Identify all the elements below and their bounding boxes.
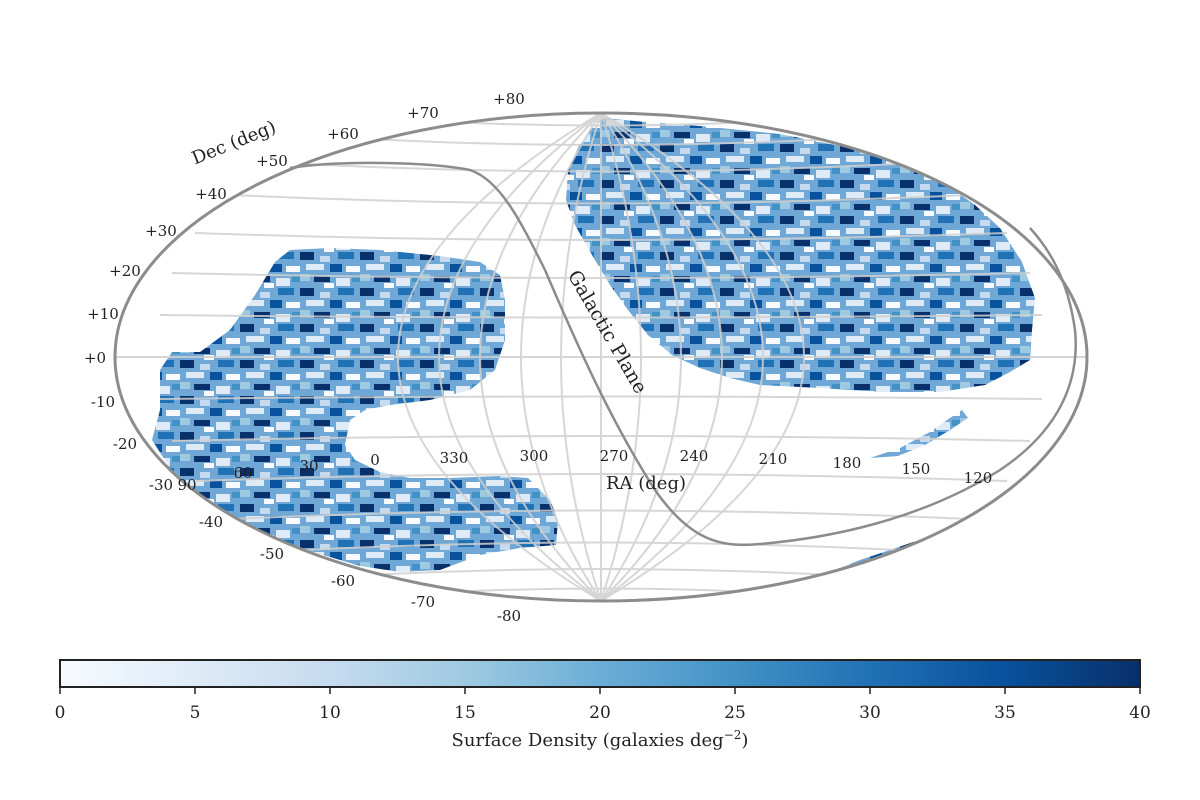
map-boundary: [113, 111, 1089, 603]
dec-tick-label: -50: [260, 545, 284, 563]
meridian-line: [479, 113, 602, 601]
ra-tick-label: 60: [233, 464, 252, 482]
colorbar-title: Surface Density (galaxies deg−2): [452, 728, 749, 751]
meridian-line: [560, 113, 602, 601]
dec-tick-label: +80: [493, 90, 525, 108]
meridian-line: [600, 113, 642, 601]
ra-tick-label: 270: [600, 447, 629, 465]
sgc-footprint: [152, 248, 558, 572]
dust-strip-1: [870, 410, 968, 458]
ra-tick-label: 0: [370, 451, 380, 469]
meridian-line: [438, 113, 602, 601]
colorbar-tick-label: 25: [724, 703, 746, 723]
colorbar-tick-label: 40: [1129, 703, 1151, 723]
meridian-line: [600, 113, 682, 601]
dec-tick-label: +0: [84, 349, 106, 367]
colorbar-gradient: [59, 659, 1141, 688]
dec-tick-label: -20: [113, 435, 137, 453]
meridian-line: [520, 113, 602, 601]
ra-tick-label: 240: [680, 447, 709, 465]
dec-tick-label: -40: [199, 513, 223, 531]
meridian-line: [600, 113, 723, 601]
ra-tick-label: 90: [177, 476, 196, 494]
graticule: [115, 113, 1087, 601]
meridian-line: [600, 113, 805, 601]
ra-tick-labels: 90 60 30 0 330 300 270 240 210 180 150 1…: [177, 447, 992, 494]
dec-tick-label: -10: [91, 393, 115, 411]
ra-tick-label: 180: [833, 454, 862, 472]
colorbar-tick-label: 15: [454, 703, 476, 723]
dec-tick-label: +30: [145, 222, 177, 240]
ra-tick-label: 300: [520, 447, 549, 465]
ra-tick-label: 330: [440, 449, 469, 467]
colorbar-tick-label: 0: [55, 703, 66, 723]
dec-tick-label: -80: [497, 607, 521, 625]
ra-tick-label: 210: [759, 450, 788, 468]
dec-tick-label: +10: [87, 305, 119, 323]
colorbar-tick-label: 10: [319, 703, 341, 723]
ra-axis-title: RA (deg): [606, 473, 686, 494]
dec-tick-label: -60: [331, 572, 355, 590]
colorbar-tick-label: 35: [994, 703, 1016, 723]
ngc-footprint: [566, 118, 1035, 392]
meridian-line: [600, 113, 764, 601]
colorbar-tick-label: 20: [589, 703, 611, 723]
dec-tick-label: +40: [195, 185, 227, 203]
dec-tick-label: +50: [256, 152, 288, 170]
colorbar: 0 5 10 15 20 25 30 35 40 Surface Density…: [55, 659, 1151, 751]
dec-tick-label: -30: [149, 476, 173, 494]
ra-tick-label: 150: [902, 460, 931, 478]
colorbar-tick-label: 30: [859, 703, 881, 723]
colorbar-ticks: [59, 687, 1141, 694]
galactic-plane-curve: [289, 161, 1077, 547]
colorbar-title-exponent: −2: [724, 728, 742, 742]
density-map: [152, 118, 1035, 572]
dec-tick-label: +70: [407, 104, 439, 122]
colorbar-tick-labels: 0 5 10 15 20 25 30 35 40: [55, 703, 1151, 723]
colorbar-title-main: Surface Density (galaxies deg: [452, 730, 724, 751]
dec-tick-labels: +80 +70 +60 +50 +40 +30 +20 +10 +0 -10 -…: [84, 90, 525, 625]
colorbar-title-close: ): [741, 730, 748, 751]
ra-tick-label: 30: [299, 457, 318, 475]
dec-tick-label: +60: [327, 125, 359, 143]
dec-tick-label: -70: [411, 593, 435, 611]
dec-tick-label: +20: [109, 262, 141, 280]
meridian-line: [397, 113, 602, 601]
ra-tick-label: 120: [964, 469, 993, 487]
colorbar-tick-label: 5: [190, 703, 201, 723]
